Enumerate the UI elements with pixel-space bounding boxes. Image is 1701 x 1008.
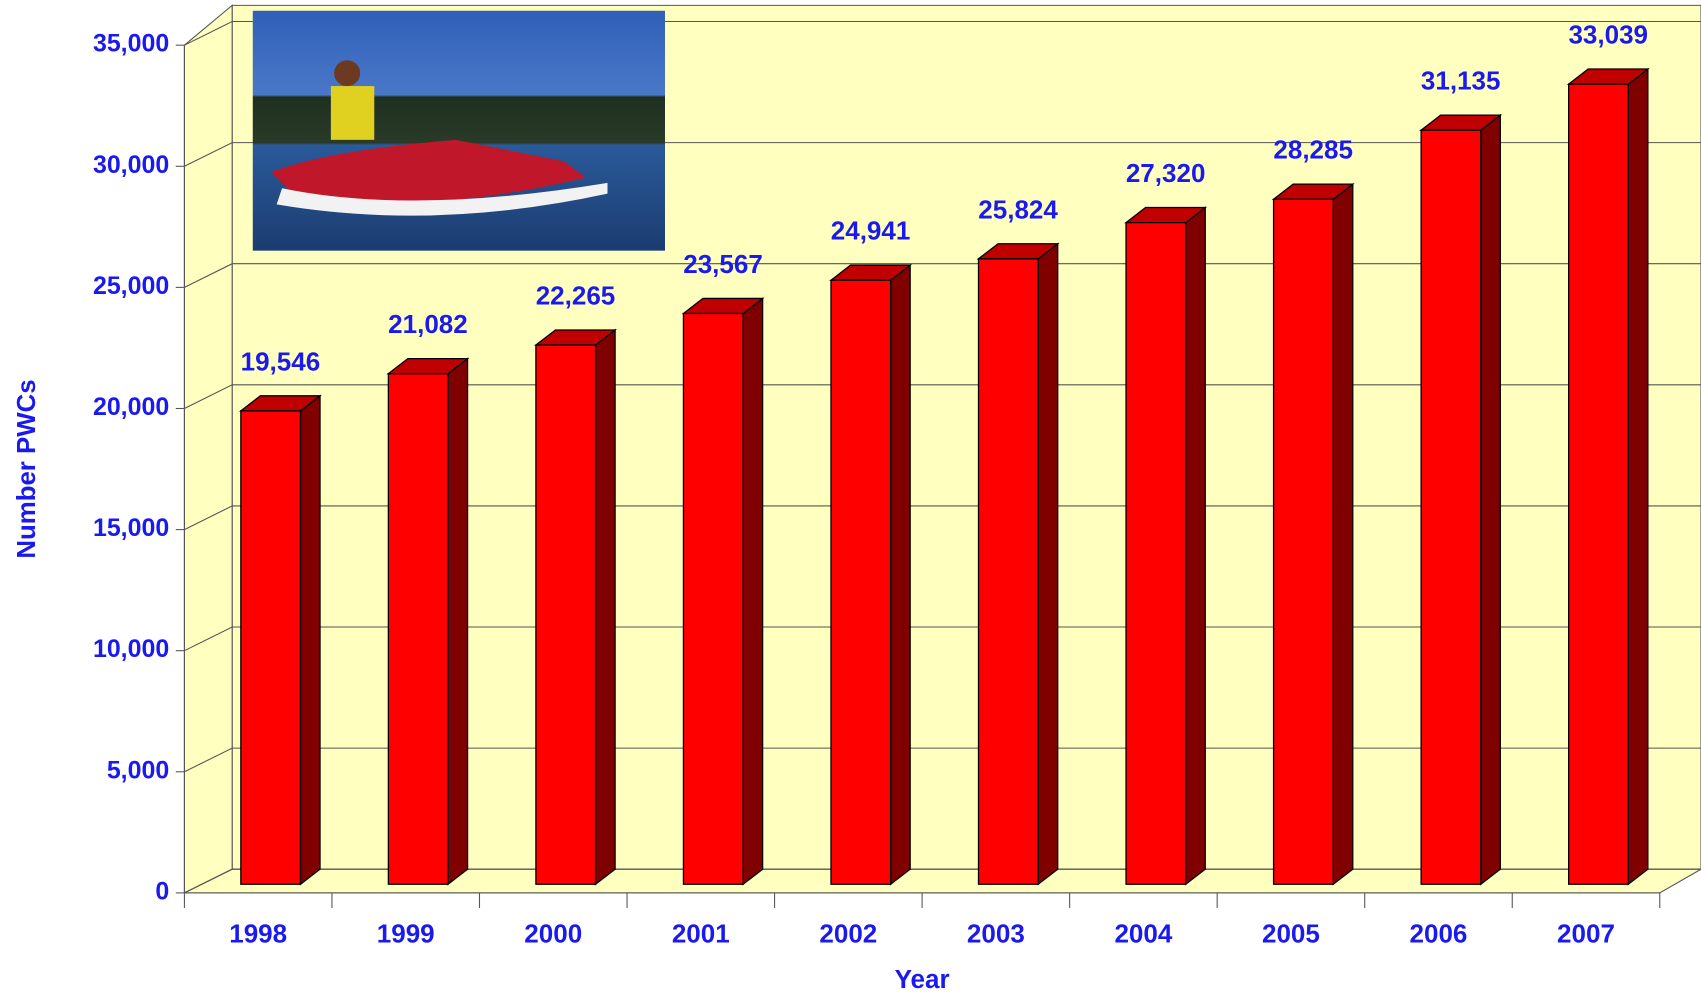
y-tick-label: 10,000 [93, 636, 169, 663]
y-tick-label: 30,000 [93, 152, 169, 179]
grid-line [184, 868, 1701, 894]
grid-line [184, 384, 1701, 409]
bar [534, 328, 617, 886]
x-tick-label: 2001 [672, 921, 730, 949]
bar-front [535, 344, 597, 885]
x-tick-label: 2006 [1410, 921, 1468, 949]
x-tick-label: 2007 [1557, 921, 1615, 949]
bar [829, 263, 913, 886]
value-label: 27,320 [1126, 160, 1206, 188]
grid-line [184, 20, 1701, 46]
bar-front [977, 258, 1039, 885]
bar [1124, 206, 1208, 886]
value-label: 22,265 [536, 283, 616, 311]
grid-line [184, 142, 1701, 167]
bar-front [387, 373, 449, 885]
value-label: 19,546 [241, 348, 321, 376]
y-tick-label: 15,000 [93, 515, 169, 542]
x-tick-label: 2004 [1114, 921, 1172, 949]
value-label: 23,567 [683, 251, 763, 279]
y-tick-label: 20,000 [93, 394, 169, 421]
bar-side [1332, 182, 1354, 886]
x-axis-title: Year [895, 966, 950, 994]
bar [238, 394, 322, 886]
grid-line [184, 747, 1701, 773]
x-tick-label: 1999 [377, 921, 435, 949]
grid-line [184, 626, 1701, 652]
bar-front [1568, 83, 1629, 885]
bar-side [889, 263, 911, 886]
x-tick-label: 2000 [524, 921, 582, 949]
bar [1271, 182, 1355, 886]
x-tick-label: 2005 [1262, 921, 1320, 949]
bar [976, 242, 1060, 886]
y-tick-label: 25,000 [93, 273, 169, 300]
bar [681, 297, 765, 886]
bar-side [1037, 242, 1059, 886]
y-tick-label: 0 [155, 879, 169, 906]
photo-rider-vest [330, 86, 375, 140]
grid-line [184, 505, 1701, 531]
bar-side [1627, 67, 1649, 886]
photo [252, 10, 665, 251]
value-label: 21,082 [388, 311, 468, 339]
grid-line [184, 263, 1701, 288]
bar-side [1480, 113, 1501, 886]
bar-side [1185, 206, 1206, 886]
x-tick-label: 2002 [819, 921, 877, 949]
bar-front [240, 410, 302, 885]
value-label: 28,285 [1273, 137, 1353, 165]
y-tick-label: 5,000 [107, 757, 169, 784]
value-label: 31,135 [1421, 68, 1501, 96]
bar-side [594, 328, 616, 886]
x-tick-label: 1998 [229, 921, 287, 949]
bar [386, 357, 470, 886]
photo-hull [276, 182, 608, 216]
bar-front [1125, 221, 1187, 885]
bar-side [742, 297, 764, 886]
value-label: 24,941 [831, 218, 911, 246]
bar-side [299, 394, 321, 886]
bar-front [682, 312, 744, 885]
value-label: 33,039 [1568, 22, 1648, 50]
bar-front [1420, 129, 1482, 885]
y-tick-label: 35,000 [93, 31, 169, 58]
y-axis-title: Number PWCs [13, 379, 41, 558]
x-tick-label: 2003 [967, 921, 1025, 949]
bar-front [1272, 198, 1334, 885]
bar [1419, 113, 1503, 886]
photo-background [252, 10, 665, 251]
value-label: 25,824 [978, 196, 1058, 224]
photo-rider-head [334, 60, 361, 87]
bar-front [830, 279, 892, 885]
photo-jetski [271, 139, 586, 206]
bar-side [447, 357, 469, 886]
bar [1566, 67, 1650, 886]
